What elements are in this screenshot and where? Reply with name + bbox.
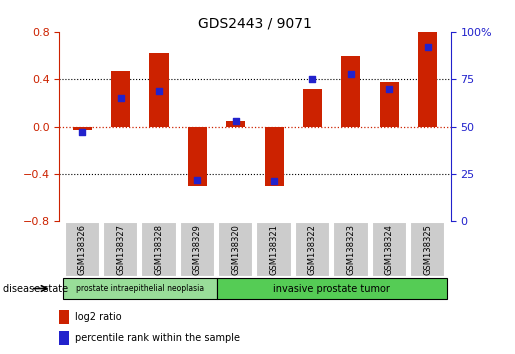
Point (385, 86, 393, 92)
FancyBboxPatch shape (141, 222, 177, 277)
Bar (380, 81, 399, 127)
FancyBboxPatch shape (180, 222, 215, 277)
Text: percentile rank within the sample: percentile rank within the sample (75, 333, 240, 343)
Point (155, 88, 163, 93)
Text: prostate intraepithelial neoplasia: prostate intraepithelial neoplasia (76, 284, 204, 293)
Text: GSM138320: GSM138320 (231, 224, 240, 275)
Text: GSM138321: GSM138321 (270, 224, 279, 275)
Title: GDS2443 / 9071: GDS2443 / 9071 (198, 17, 312, 31)
Bar (111, 71, 130, 127)
Text: disease state: disease state (3, 284, 67, 294)
Bar (265, 127, 284, 186)
Text: GSM138323: GSM138323 (347, 224, 355, 275)
Point (423, 44, 432, 50)
FancyBboxPatch shape (216, 278, 447, 299)
FancyBboxPatch shape (333, 222, 369, 277)
Point (347, 71, 355, 76)
Bar (418, 32, 437, 127)
Text: GSM138326: GSM138326 (78, 224, 87, 275)
Point (232, 118, 240, 124)
Bar (149, 53, 168, 127)
Point (78, 130, 87, 135)
Text: GSM138324: GSM138324 (385, 224, 394, 275)
FancyBboxPatch shape (372, 222, 407, 277)
Text: log2 ratio: log2 ratio (75, 312, 122, 322)
Text: GSM138322: GSM138322 (308, 224, 317, 275)
FancyBboxPatch shape (103, 222, 138, 277)
Point (308, 76, 317, 82)
FancyBboxPatch shape (256, 222, 292, 277)
Point (193, 177, 201, 182)
Bar (59, 310, 69, 324)
FancyBboxPatch shape (64, 222, 100, 277)
Text: GSM138327: GSM138327 (116, 224, 125, 275)
FancyBboxPatch shape (410, 222, 445, 277)
FancyBboxPatch shape (63, 278, 216, 299)
Point (270, 179, 278, 184)
Bar (303, 89, 322, 127)
Text: GSM138328: GSM138328 (154, 224, 163, 275)
Text: GSM138325: GSM138325 (423, 224, 432, 275)
Point (116, 95, 125, 101)
Bar (188, 127, 207, 186)
FancyBboxPatch shape (295, 222, 330, 277)
Bar (226, 121, 245, 127)
Text: invasive prostate tumor: invasive prostate tumor (273, 284, 390, 293)
Bar (341, 56, 360, 127)
Bar (59, 331, 69, 345)
Bar (73, 127, 92, 130)
Text: GSM138329: GSM138329 (193, 224, 202, 275)
FancyBboxPatch shape (218, 222, 253, 277)
